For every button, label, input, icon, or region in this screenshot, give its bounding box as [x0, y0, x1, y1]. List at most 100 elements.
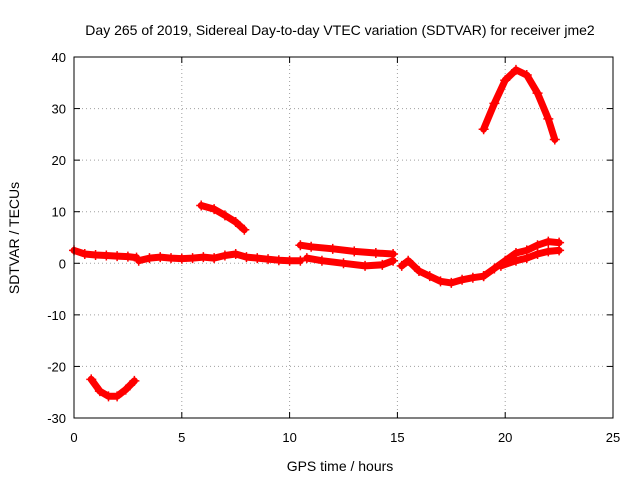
- data-point: [489, 263, 500, 274]
- data-point: [435, 276, 446, 287]
- data-point: [467, 272, 478, 283]
- data-point: [122, 251, 133, 262]
- series-track-h: [495, 245, 565, 271]
- data-point: [209, 204, 220, 215]
- data-point: [133, 255, 144, 266]
- series-trace: [135, 250, 304, 265]
- data-point: [155, 252, 166, 263]
- data-point: [112, 251, 123, 262]
- data-point: [196, 200, 207, 211]
- data-point: [510, 64, 521, 75]
- data-point: [360, 260, 371, 271]
- data-point: [144, 253, 155, 264]
- series-trace: [87, 375, 138, 400]
- data-point: [86, 374, 97, 385]
- axis-ticks: 0 5 10 15 20 25 -30 -20 -10 0 10 20 30 40: [47, 50, 620, 445]
- x-tick-label: 0: [70, 430, 77, 445]
- data-point: [489, 98, 500, 109]
- series-track-i: [86, 374, 140, 402]
- y-axis-label: SDTVAR / TECUs: [6, 182, 22, 294]
- x-tick-label: 5: [178, 430, 185, 445]
- data-point: [446, 277, 457, 288]
- data-point: [316, 255, 327, 266]
- data-point: [532, 249, 543, 260]
- y-tick-label: 40: [52, 50, 66, 65]
- y-tick-label: -20: [47, 359, 66, 374]
- data-point: [241, 252, 252, 263]
- data-point: [370, 247, 381, 258]
- x-axis-label: GPS time / hours: [287, 458, 394, 474]
- data-point: [166, 253, 177, 264]
- series-track-b: [133, 249, 306, 266]
- data-point: [219, 210, 230, 221]
- data-point: [543, 246, 554, 257]
- data-point: [239, 224, 250, 235]
- data-point: [396, 260, 407, 271]
- y-tick-label: 0: [59, 256, 66, 271]
- series-trace: [197, 202, 248, 234]
- data-point: [413, 266, 424, 277]
- x-tick-label: 20: [498, 430, 512, 445]
- series-track-j: [478, 64, 560, 145]
- data-point: [103, 391, 114, 402]
- data-point: [219, 250, 230, 261]
- series-track-f: [396, 255, 489, 288]
- data-point: [176, 253, 187, 264]
- series-track-d: [295, 240, 399, 260]
- data-point: [349, 246, 360, 257]
- data-point: [101, 250, 112, 261]
- chart-title: Day 265 of 2019, Sidereal Day-to-day VTE…: [85, 22, 595, 38]
- data-point: [521, 70, 532, 81]
- data-point: [495, 260, 506, 271]
- data-point: [532, 240, 543, 251]
- data-point: [284, 255, 295, 266]
- y-tick-label: 20: [52, 153, 66, 168]
- y-tick-label: 30: [52, 102, 66, 117]
- data-point: [457, 274, 468, 285]
- data-point: [94, 386, 105, 397]
- data-point: [301, 253, 312, 264]
- data-point: [549, 134, 560, 145]
- x-tick-label: 15: [390, 430, 404, 445]
- x-tick-label: 25: [606, 430, 620, 445]
- data-point: [388, 255, 399, 266]
- data-point: [198, 252, 209, 263]
- data-series: [69, 64, 565, 402]
- data-point: [79, 249, 90, 260]
- data-point: [424, 271, 435, 282]
- data-point: [327, 243, 338, 254]
- data-point: [273, 255, 284, 266]
- data-point: [230, 217, 241, 228]
- data-point: [510, 255, 521, 266]
- data-point: [500, 75, 511, 86]
- data-point: [532, 88, 543, 99]
- y-tick-label: -30: [47, 411, 66, 426]
- series-track-c: [196, 200, 250, 235]
- data-point: [554, 245, 565, 256]
- y-tick-label: -10: [47, 308, 66, 323]
- data-point: [187, 253, 198, 264]
- data-point: [338, 258, 349, 269]
- plot-border: [73, 56, 614, 419]
- series-trace: [480, 66, 559, 143]
- data-point: [377, 259, 388, 270]
- data-point: [112, 391, 123, 402]
- grid: [74, 57, 613, 418]
- data-point: [306, 241, 317, 252]
- data-point: [209, 253, 220, 264]
- data-point: [403, 255, 414, 266]
- data-point: [521, 253, 532, 264]
- data-point: [543, 113, 554, 124]
- data-point: [295, 240, 306, 251]
- data-point: [263, 254, 274, 265]
- data-point: [295, 255, 306, 266]
- y-tick-label: 10: [52, 205, 66, 220]
- data-point: [90, 250, 101, 261]
- series-track-a: [69, 245, 142, 263]
- series-track-e: [301, 253, 399, 271]
- data-point: [129, 375, 140, 386]
- data-point: [252, 253, 263, 264]
- data-point: [478, 271, 489, 282]
- data-point: [120, 384, 131, 395]
